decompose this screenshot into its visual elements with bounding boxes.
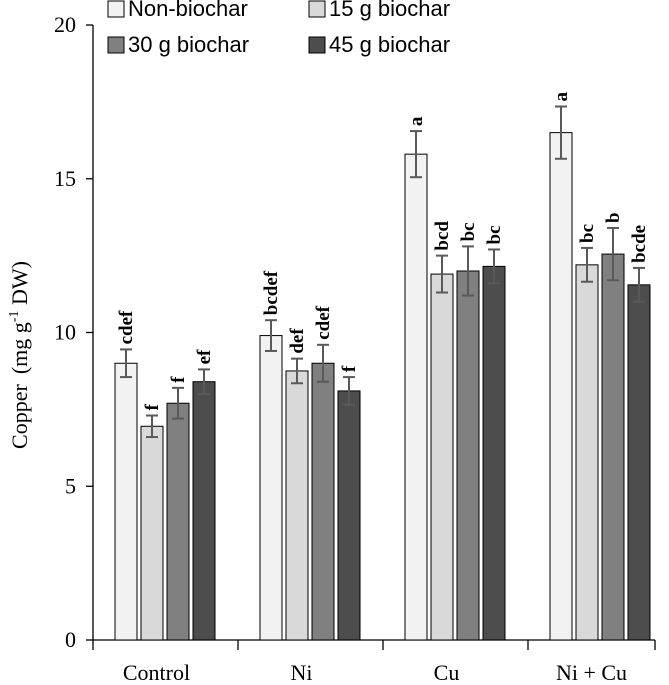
legend-swatch <box>308 0 326 18</box>
legend-label: 15 g biochar <box>329 0 450 21</box>
legend-label: 30 g biochar <box>128 32 249 57</box>
bar <box>114 362 138 641</box>
y-axis-label-unit-open: (mg g <box>7 322 32 374</box>
significance-label: b <box>603 212 624 223</box>
x-tick-label: Ni + Cu <box>556 660 627 685</box>
significance-label: bcde <box>629 225 650 263</box>
significance-label: ef <box>194 349 215 364</box>
significance-label: bc <box>577 224 598 243</box>
y-tick-label: 10 <box>54 320 76 345</box>
y-axis-label-unit-close: DW) <box>7 261 32 310</box>
y-tick-label: 20 <box>54 12 76 37</box>
significance-label: f <box>168 376 189 383</box>
significance-label: cdef <box>313 305 334 339</box>
x-tick-label: Ni <box>291 660 313 685</box>
legend-swatch <box>107 36 125 54</box>
bar <box>192 381 216 641</box>
error-bars-group <box>120 105 645 439</box>
bar <box>140 425 164 641</box>
y-tick-label: 15 <box>54 166 76 191</box>
bar <box>285 370 309 641</box>
x-tick-label: Control <box>123 660 190 685</box>
significance-label: cdef <box>116 310 137 344</box>
significance-label: def <box>287 328 308 354</box>
legend-label: Non-biochar <box>128 0 248 21</box>
significance-label: bcd <box>432 221 453 251</box>
legend-swatch <box>107 0 125 18</box>
x-axis: Control Ni Cu Ni + Cu <box>92 639 656 685</box>
bar <box>337 390 361 641</box>
significance-label: bc <box>484 225 505 244</box>
x-tick-label: Cu <box>434 660 460 685</box>
legend: Non-biochar 15 g biochar 30 g biochar 45 g … <box>107 0 450 57</box>
bar <box>430 273 454 641</box>
legend-label: 45 g biochar <box>329 32 450 57</box>
bar <box>482 265 506 641</box>
bars-group <box>114 132 651 641</box>
y-axis-label-quantity: Copper <box>7 383 32 448</box>
bar <box>311 362 335 641</box>
bar <box>627 284 651 641</box>
bar <box>549 132 573 641</box>
significance-label: a <box>551 91 572 101</box>
bar <box>575 264 599 641</box>
significance-label: bcdef <box>261 270 282 315</box>
bar <box>166 402 190 641</box>
significance-label: a <box>406 116 427 126</box>
bar <box>601 253 625 641</box>
bar <box>456 270 480 641</box>
y-axis-label: Copper (mg g-1 DW) <box>7 261 32 449</box>
bar <box>404 153 428 641</box>
bar <box>259 335 283 641</box>
y-tick-label: 5 <box>65 473 76 498</box>
y-tick-label: 0 <box>65 627 76 652</box>
y-axis-label-unit-exponent: -1 <box>7 311 22 323</box>
legend-swatch <box>308 36 326 54</box>
significance-label: f <box>339 365 360 372</box>
significance-label: bc <box>458 222 479 241</box>
significance-label: f <box>142 404 163 411</box>
y-axis: 0 5 10 15 20 <box>54 12 94 652</box>
